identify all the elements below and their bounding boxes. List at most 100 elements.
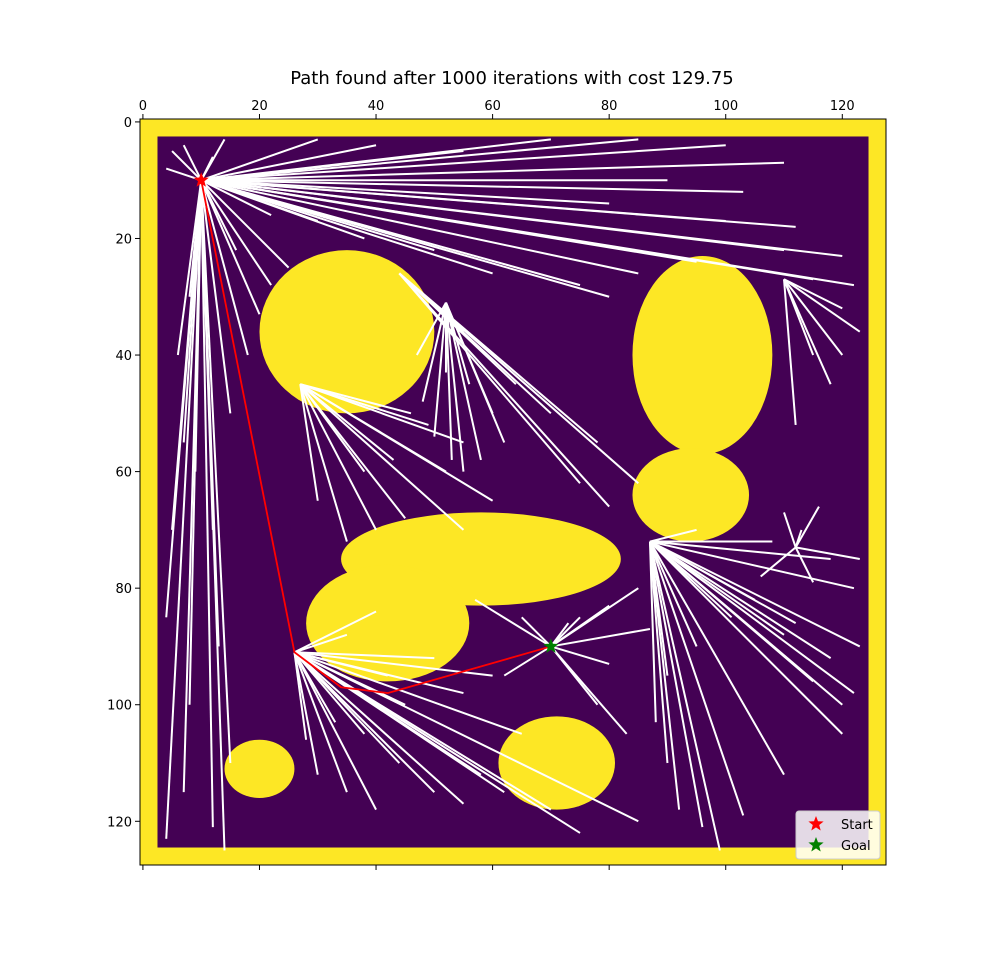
tree-edge: [200, 179, 435, 252]
tree-edge: [300, 383, 412, 415]
tree-edge: [201, 179, 796, 228]
y-tick-label: 40: [115, 349, 132, 364]
tree-edge: [165, 180, 203, 839]
tree-edge: [648, 541, 721, 851]
start-marker: [193, 172, 209, 187]
chart-title: Path found after 1000 iterations with co…: [290, 68, 734, 89]
tree-edge: [649, 528, 697, 543]
x-tick-label: 40: [368, 99, 385, 114]
tree-edge: [299, 383, 464, 444]
tree-edge: [293, 651, 436, 793]
tree-edge: [783, 278, 861, 333]
tree-edge: [648, 541, 669, 764]
tree-edge: [293, 652, 308, 740]
tree-edge: [649, 540, 832, 659]
tree-edge: [293, 610, 377, 654]
x-axis-ticks: 0 20 40 60 80 100 120: [139, 99, 855, 870]
tree-edge: [294, 651, 388, 677]
x-tick-label: 20: [251, 99, 268, 114]
tree-edge: [293, 651, 465, 805]
tree-edge: [795, 546, 860, 561]
tree-edge: [649, 540, 785, 636]
obstacle: [498, 716, 615, 810]
tree-edge: [299, 383, 377, 531]
tree-edge: [521, 616, 552, 648]
tree-edge: [398, 272, 581, 484]
tree-edge: [444, 302, 465, 472]
tree-edge: [299, 383, 465, 531]
tree-edge: [293, 651, 377, 811]
y-tick-label: 120: [107, 815, 132, 830]
tree-edge: [165, 180, 203, 618]
obstacle: [259, 250, 435, 414]
y-tick-label: 0: [124, 116, 132, 131]
tree-edge: [200, 180, 232, 764]
y-tick-label: 20: [115, 232, 132, 247]
tree-edge: [433, 302, 447, 437]
tree-edge: [201, 161, 785, 182]
legend-marker: [808, 837, 824, 852]
legend-label: Start: [841, 818, 873, 833]
obstacle: [306, 564, 470, 682]
tree-edge: [415, 302, 447, 356]
tree-edge: [299, 383, 348, 542]
goal-marker: [543, 638, 559, 653]
tree-edge: [294, 633, 348, 654]
tree-edge: [201, 179, 744, 193]
tree-edge: [794, 546, 815, 583]
axes-frame: [139, 118, 887, 866]
tree-edge: [294, 651, 435, 660]
tree-edge: [293, 651, 348, 793]
tree-edge: [299, 383, 494, 502]
tree-edge: [201, 138, 639, 182]
tree-edge: [200, 179, 272, 217]
tree-edge: [550, 645, 610, 665]
tree-edge: [648, 541, 657, 723]
tree-edge: [201, 179, 610, 205]
tree-edge: [194, 180, 203, 472]
tree-edge: [445, 302, 482, 461]
tree-edge: [649, 540, 855, 590]
tree-edge: [503, 645, 552, 677]
tree-edge: [783, 278, 844, 356]
tree-edge: [474, 598, 552, 648]
obstacle: [632, 255, 773, 455]
tree-edge: [200, 179, 249, 356]
tree-edge: [649, 540, 861, 648]
tree-edge: [550, 645, 628, 735]
tree-edge: [293, 652, 319, 775]
tree-edge: [200, 179, 319, 222]
y-tick-label: 80: [115, 582, 132, 597]
tree-edge: [760, 546, 797, 578]
x-tick-label: 120: [830, 99, 855, 114]
tree-edge: [445, 302, 471, 385]
tree-edge: [783, 279, 797, 426]
tree-edge: [649, 540, 855, 694]
tree-edge: [201, 138, 551, 182]
tree-edge: [299, 383, 395, 461]
tree-edge: [649, 541, 785, 776]
tree-edge: [649, 541, 698, 647]
rrt-tree: [165, 138, 861, 851]
tree-edge: [648, 541, 669, 676]
x-tick-label: 0: [139, 99, 147, 114]
tree-edge: [200, 138, 319, 182]
legend-marker: [808, 816, 824, 831]
tree-edge: [649, 541, 745, 816]
legend-label: Goal: [841, 839, 871, 854]
x-tick-label: 100: [713, 99, 738, 114]
tree-edge: [550, 587, 639, 648]
y-tick-label: 60: [115, 466, 132, 481]
tree-edge: [294, 651, 523, 735]
obstacle: [632, 448, 750, 542]
tree-edge: [648, 541, 704, 828]
tree-edge: [398, 272, 610, 508]
legend: Start Goal: [795, 810, 881, 860]
path-line: [200, 180, 552, 694]
y-axis-ticks: 0 20 40 60 80 100 120: [107, 116, 140, 830]
markers: [193, 172, 559, 653]
tree-edge: [294, 651, 639, 823]
tree-edge: [783, 278, 843, 310]
x-tick-label: 80: [601, 99, 618, 114]
